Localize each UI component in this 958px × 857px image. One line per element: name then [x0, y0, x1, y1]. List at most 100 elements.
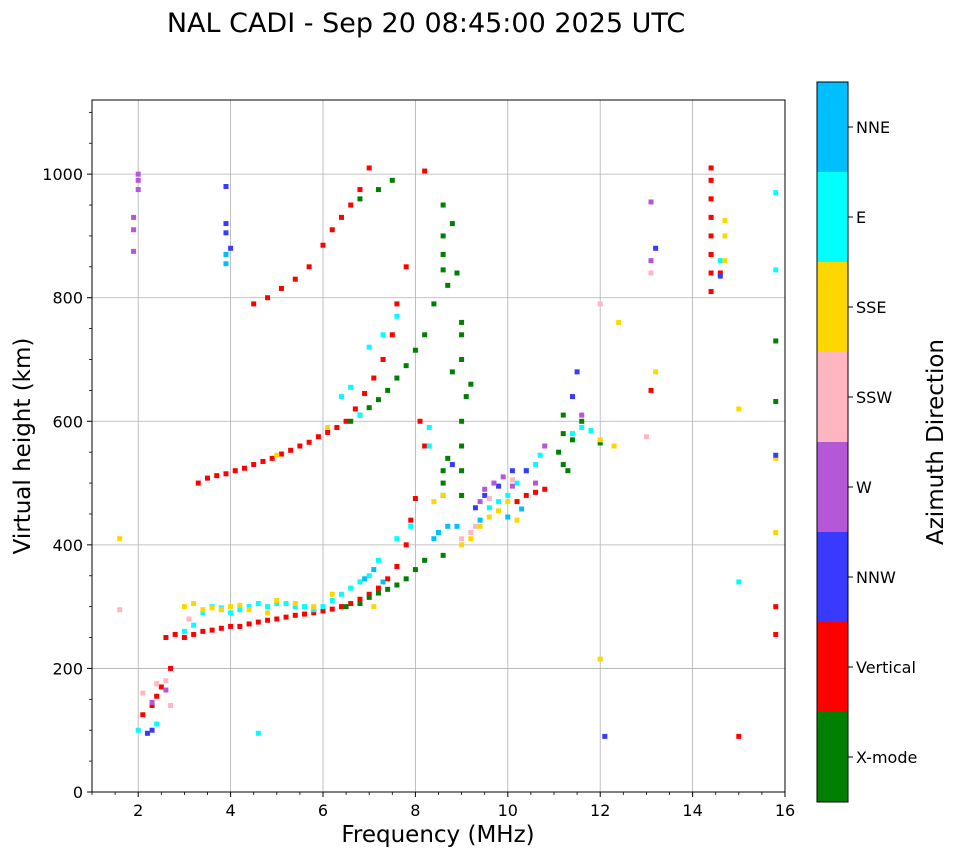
data-point — [154, 693, 160, 699]
grid-lines — [92, 100, 786, 793]
data-point — [338, 214, 344, 220]
data-point — [445, 282, 451, 288]
data-point — [357, 596, 363, 602]
data-point — [362, 576, 368, 582]
data-point — [431, 536, 437, 542]
data-point — [408, 517, 414, 523]
data-point — [597, 656, 603, 662]
data-point — [597, 301, 603, 307]
data-point — [445, 455, 451, 461]
data-point — [403, 264, 409, 270]
data-point — [533, 480, 539, 486]
data-point — [459, 492, 465, 498]
data-point — [440, 251, 446, 257]
data-point — [380, 332, 386, 338]
data-point — [274, 601, 280, 607]
data-point — [348, 601, 354, 607]
data-point — [297, 443, 303, 449]
data-point — [246, 621, 252, 627]
data-point — [459, 332, 465, 338]
colorbar-segment — [817, 82, 848, 172]
data-point — [514, 480, 520, 486]
data-point — [117, 607, 123, 613]
colorbar: X-mode Vertical NNW W SSW SSE E NNE — [816, 81, 917, 803]
data-point — [773, 530, 779, 535]
data-point — [302, 604, 308, 610]
data-point — [569, 437, 575, 443]
data-point — [371, 604, 377, 610]
series-x-mode — [343, 177, 779, 610]
data-point — [653, 369, 659, 375]
data-point — [722, 233, 728, 239]
data-point — [648, 199, 654, 205]
data-point — [560, 431, 566, 437]
data-point — [366, 344, 372, 350]
data-point — [648, 270, 654, 276]
data-point — [431, 301, 437, 307]
data-point — [459, 357, 465, 362]
data-point — [163, 635, 169, 641]
data-point — [385, 586, 391, 592]
data-point — [736, 406, 742, 412]
data-point — [394, 313, 400, 319]
data-point — [380, 579, 386, 585]
x-tick-label: 2 — [133, 801, 143, 820]
x-tick-label: 4 — [226, 801, 236, 820]
data-point — [773, 455, 779, 461]
data-point — [348, 384, 354, 390]
data-point — [311, 607, 317, 613]
plot-area — [92, 100, 785, 792]
data-point — [389, 332, 395, 338]
data-point — [486, 514, 492, 520]
data-point — [542, 443, 548, 449]
data-point — [454, 523, 460, 529]
data-point — [422, 332, 428, 338]
data-point — [375, 557, 381, 563]
data-point — [708, 289, 714, 295]
data-point — [523, 492, 529, 498]
data-point — [302, 611, 308, 617]
data-point — [560, 462, 566, 468]
data-point — [500, 474, 506, 480]
y-tick-label: 1000 — [42, 165, 83, 184]
colorbar-label: NNW — [856, 568, 896, 587]
data-point — [191, 622, 197, 628]
data-point — [496, 483, 502, 489]
data-point — [366, 165, 372, 171]
colorbar-label: Vertical — [856, 658, 916, 677]
data-point — [348, 202, 354, 208]
data-point — [329, 597, 335, 603]
data-point — [131, 227, 137, 233]
data-point — [251, 462, 257, 468]
series-ssw — [117, 270, 654, 708]
data-point — [200, 610, 206, 616]
data-point — [371, 567, 377, 573]
x-tick-label: 12 — [590, 801, 610, 820]
data-point — [246, 604, 252, 610]
data-point — [459, 536, 465, 542]
data-point — [371, 375, 377, 381]
data-point — [135, 171, 141, 177]
data-point — [329, 227, 335, 233]
data-point — [357, 196, 363, 202]
data-point — [343, 604, 349, 610]
data-point — [149, 727, 155, 733]
data-point — [172, 631, 178, 637]
data-point — [205, 475, 210, 481]
data-point — [362, 390, 368, 396]
data-point — [616, 319, 622, 325]
data-point — [306, 264, 312, 270]
data-point — [265, 295, 271, 301]
data-point — [412, 567, 418, 573]
data-point — [579, 424, 585, 430]
data-point — [338, 591, 344, 597]
data-point — [348, 585, 354, 591]
data-point — [468, 381, 474, 387]
data-point — [708, 165, 714, 171]
y-axis: 0 200 400 600 800 1000 — [42, 111, 92, 802]
data-point — [426, 424, 432, 430]
data-point — [773, 452, 779, 458]
data-point — [223, 184, 229, 189]
data-point — [385, 387, 391, 393]
